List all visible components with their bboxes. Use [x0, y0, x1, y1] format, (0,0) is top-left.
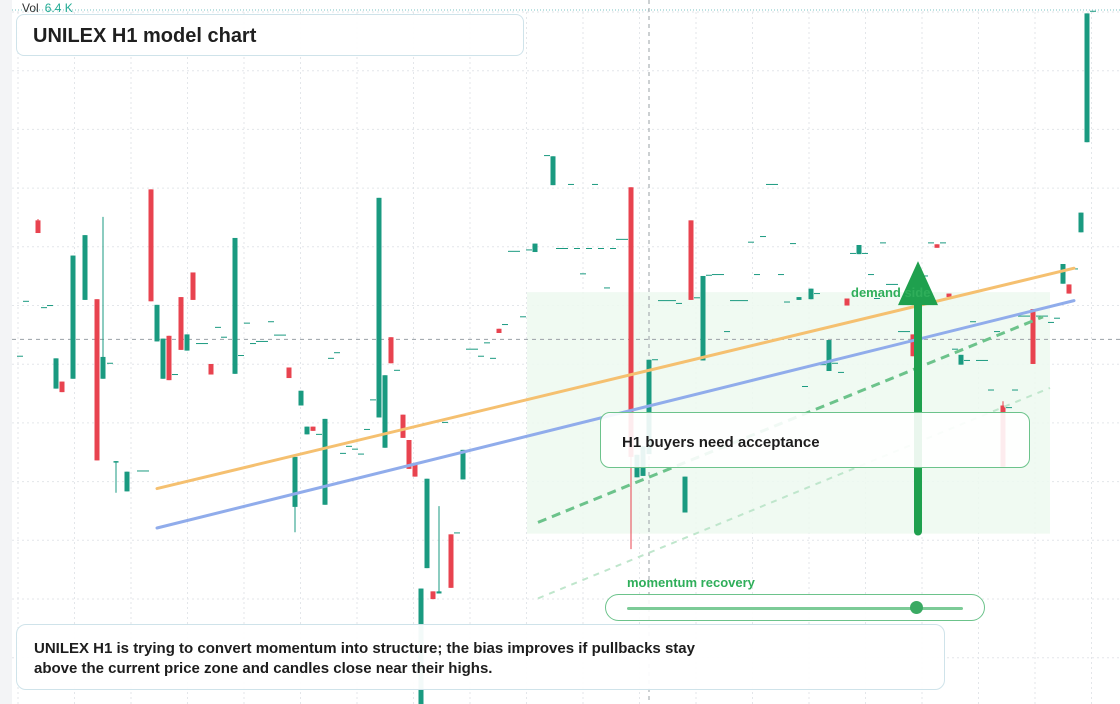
candle-body	[436, 591, 442, 594]
volume-readout: Vol 6.4 K	[22, 1, 73, 15]
candle-body	[808, 288, 814, 300]
candle-body	[160, 338, 166, 379]
candle-body	[448, 534, 454, 588]
candle-body	[184, 334, 190, 351]
candle-body	[826, 340, 832, 372]
momentum-slider[interactable]	[605, 594, 985, 621]
candle-body	[292, 456, 298, 507]
candle-body	[1066, 284, 1072, 294]
candle-body	[958, 354, 964, 365]
candle-body	[460, 449, 466, 480]
candle-body	[412, 463, 418, 477]
candle-body	[910, 334, 916, 357]
candle-body	[406, 440, 412, 469]
candle-body	[178, 297, 184, 350]
candle-body	[148, 189, 154, 302]
candle-body	[700, 275, 706, 361]
summary-text: UNILEX H1 is trying to convert momentum …	[34, 640, 695, 677]
volume-value: 6.4 K	[44, 1, 73, 15]
candle-body	[532, 243, 538, 253]
candle-body	[53, 358, 59, 389]
chart-title: UNILEX H1 model chart	[33, 25, 257, 47]
candle-body	[376, 197, 382, 418]
momentum-label: momentum recovery	[627, 575, 755, 590]
demand-arrow-head	[898, 261, 938, 306]
demand-side-label: demand side	[851, 285, 931, 300]
candle-body	[1030, 309, 1036, 364]
candle-body	[430, 591, 436, 600]
candle-body	[682, 476, 688, 513]
acceptance-callout-text: H1 buyers need acceptance	[622, 434, 820, 451]
candle-body	[82, 235, 88, 300]
candle-body	[628, 187, 634, 457]
candle-body	[298, 390, 304, 406]
candle-body	[1060, 264, 1066, 284]
candle-body	[208, 363, 214, 375]
candle-body	[59, 381, 65, 393]
candle-body	[688, 220, 694, 300]
candle-body	[124, 471, 130, 492]
candle-body	[550, 156, 556, 186]
candle-body	[190, 272, 196, 300]
candle-body	[70, 255, 76, 379]
candle-body	[400, 414, 406, 438]
momentum-track-line	[627, 607, 963, 610]
candle-body	[796, 297, 802, 300]
candle-body	[286, 367, 292, 379]
candle-body	[310, 426, 316, 431]
candle-body	[322, 418, 328, 505]
summary-card: UNILEX H1 is trying to convert momentum …	[16, 624, 945, 690]
candle-body	[934, 244, 940, 248]
momentum-knob[interactable]	[909, 601, 923, 614]
candle-body	[1084, 13, 1090, 143]
candle-body	[35, 220, 41, 234]
candle-body	[388, 337, 394, 364]
candle-body	[113, 461, 119, 463]
candle-body	[100, 356, 106, 379]
price-scale-rail	[0, 0, 12, 704]
chart-title-card: UNILEX H1 model chart	[16, 14, 524, 56]
candle-body	[844, 298, 850, 306]
candle-body	[856, 244, 862, 255]
candle-body	[1078, 212, 1084, 233]
candle-body	[304, 426, 310, 435]
candle-body	[946, 293, 952, 298]
candle-body	[154, 304, 160, 342]
candle-body	[496, 328, 502, 333]
volume-label: Vol	[22, 1, 39, 15]
acceptance-callout: H1 buyers need acceptance	[600, 412, 1030, 468]
candle-body	[94, 299, 100, 461]
candle-body	[382, 375, 388, 448]
candle-body	[232, 237, 238, 374]
candle-body	[424, 478, 430, 569]
candle-body	[166, 335, 172, 381]
